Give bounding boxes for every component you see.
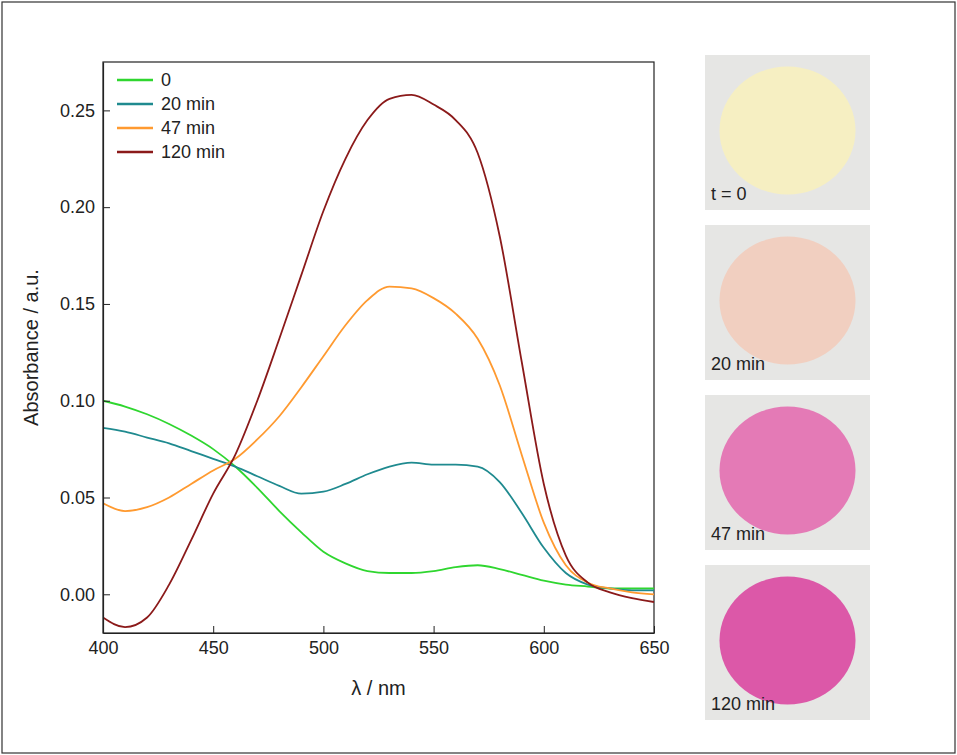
photo-disc — [720, 577, 856, 705]
x-tick-mark — [323, 626, 324, 633]
y-tick-mark — [103, 594, 110, 595]
y-tick-label: 0.25 — [60, 101, 95, 121]
x-tick: 650 — [639, 626, 669, 658]
y-tick: 0.05 — [60, 488, 110, 508]
legend-label: 47 min — [161, 118, 215, 138]
y-tick-label: 0.15 — [60, 294, 95, 314]
x-tick-label: 400 — [88, 638, 118, 658]
photos: t = 0 20 min 47 min 120 min — [705, 55, 870, 720]
x-tick-label: 650 — [639, 638, 669, 658]
x-tick-mark — [654, 626, 655, 633]
legend-swatch — [117, 151, 153, 154]
legend-swatch — [117, 127, 153, 130]
series-line — [103, 287, 654, 595]
y-axis-line — [103, 63, 104, 634]
photo-background — [705, 565, 870, 720]
y-tick-mark — [103, 498, 110, 499]
x-tick: 500 — [309, 626, 339, 658]
x-tick-mark — [213, 626, 214, 633]
y-axis-title: Absorbance / a.u. — [20, 269, 42, 426]
x-tick-label: 600 — [529, 638, 559, 658]
x-axis-line — [104, 633, 655, 634]
x-tick-mark — [544, 626, 545, 633]
legend-label: 120 min — [161, 142, 225, 162]
photo-label: 20 min — [711, 354, 765, 374]
y-tick: 0.00 — [60, 585, 110, 605]
photo-disc — [720, 237, 856, 365]
y-axis: 0.00 0.05 0.10 0.15 0.20 0.25 — [60, 63, 110, 634]
photo-disc — [720, 67, 856, 195]
photo-label: 47 min — [711, 524, 765, 544]
photo-background — [705, 55, 870, 210]
legend-label: 20 min — [161, 94, 215, 114]
x-tick: 550 — [419, 626, 449, 658]
series-line — [103, 95, 654, 627]
photo-label: t = 0 — [711, 184, 747, 204]
photo-background — [705, 225, 870, 380]
y-tick: 0.10 — [60, 391, 110, 411]
photo-background — [705, 395, 870, 550]
lines — [103, 95, 654, 627]
y-tick-mark — [103, 207, 110, 208]
x-tick-label: 450 — [199, 638, 229, 658]
y-tick: 0.20 — [60, 197, 110, 217]
figure: 4004505005506006500.000.050.100.150.200.… — [0, 0, 957, 755]
x-tick-label: 500 — [309, 638, 339, 658]
photo-disc — [720, 407, 856, 535]
x-tick: 600 — [529, 626, 559, 658]
y-tick-mark — [103, 110, 110, 111]
figure-frame — [2, 2, 955, 753]
y-tick-label: 0.10 — [60, 391, 95, 411]
series-line — [103, 401, 654, 589]
y-tick: 0.15 — [60, 294, 110, 314]
photo-label: 120 min — [711, 694, 775, 714]
legend-swatch — [117, 79, 153, 82]
x-tick-label: 550 — [419, 638, 449, 658]
y-tick: 0.25 — [60, 101, 110, 121]
plot-frame — [103, 62, 654, 633]
y-tick-label: 0.00 — [60, 585, 95, 605]
x-tick: 450 — [199, 626, 229, 658]
x-tick-mark — [434, 626, 435, 633]
legend-label: 0 — [161, 70, 171, 90]
legend: 0 20 min 47 min 120 min — [117, 70, 225, 162]
x-axis: 400 450 500 550 600 650 — [88, 626, 669, 658]
y-tick-label: 0.20 — [60, 197, 95, 217]
y-tick-mark — [103, 304, 110, 305]
y-tick-label: 0.05 — [60, 488, 95, 508]
y-tick-mark — [103, 401, 110, 402]
legend-swatch — [117, 103, 153, 106]
x-axis-title: λ / nm — [351, 677, 405, 699]
